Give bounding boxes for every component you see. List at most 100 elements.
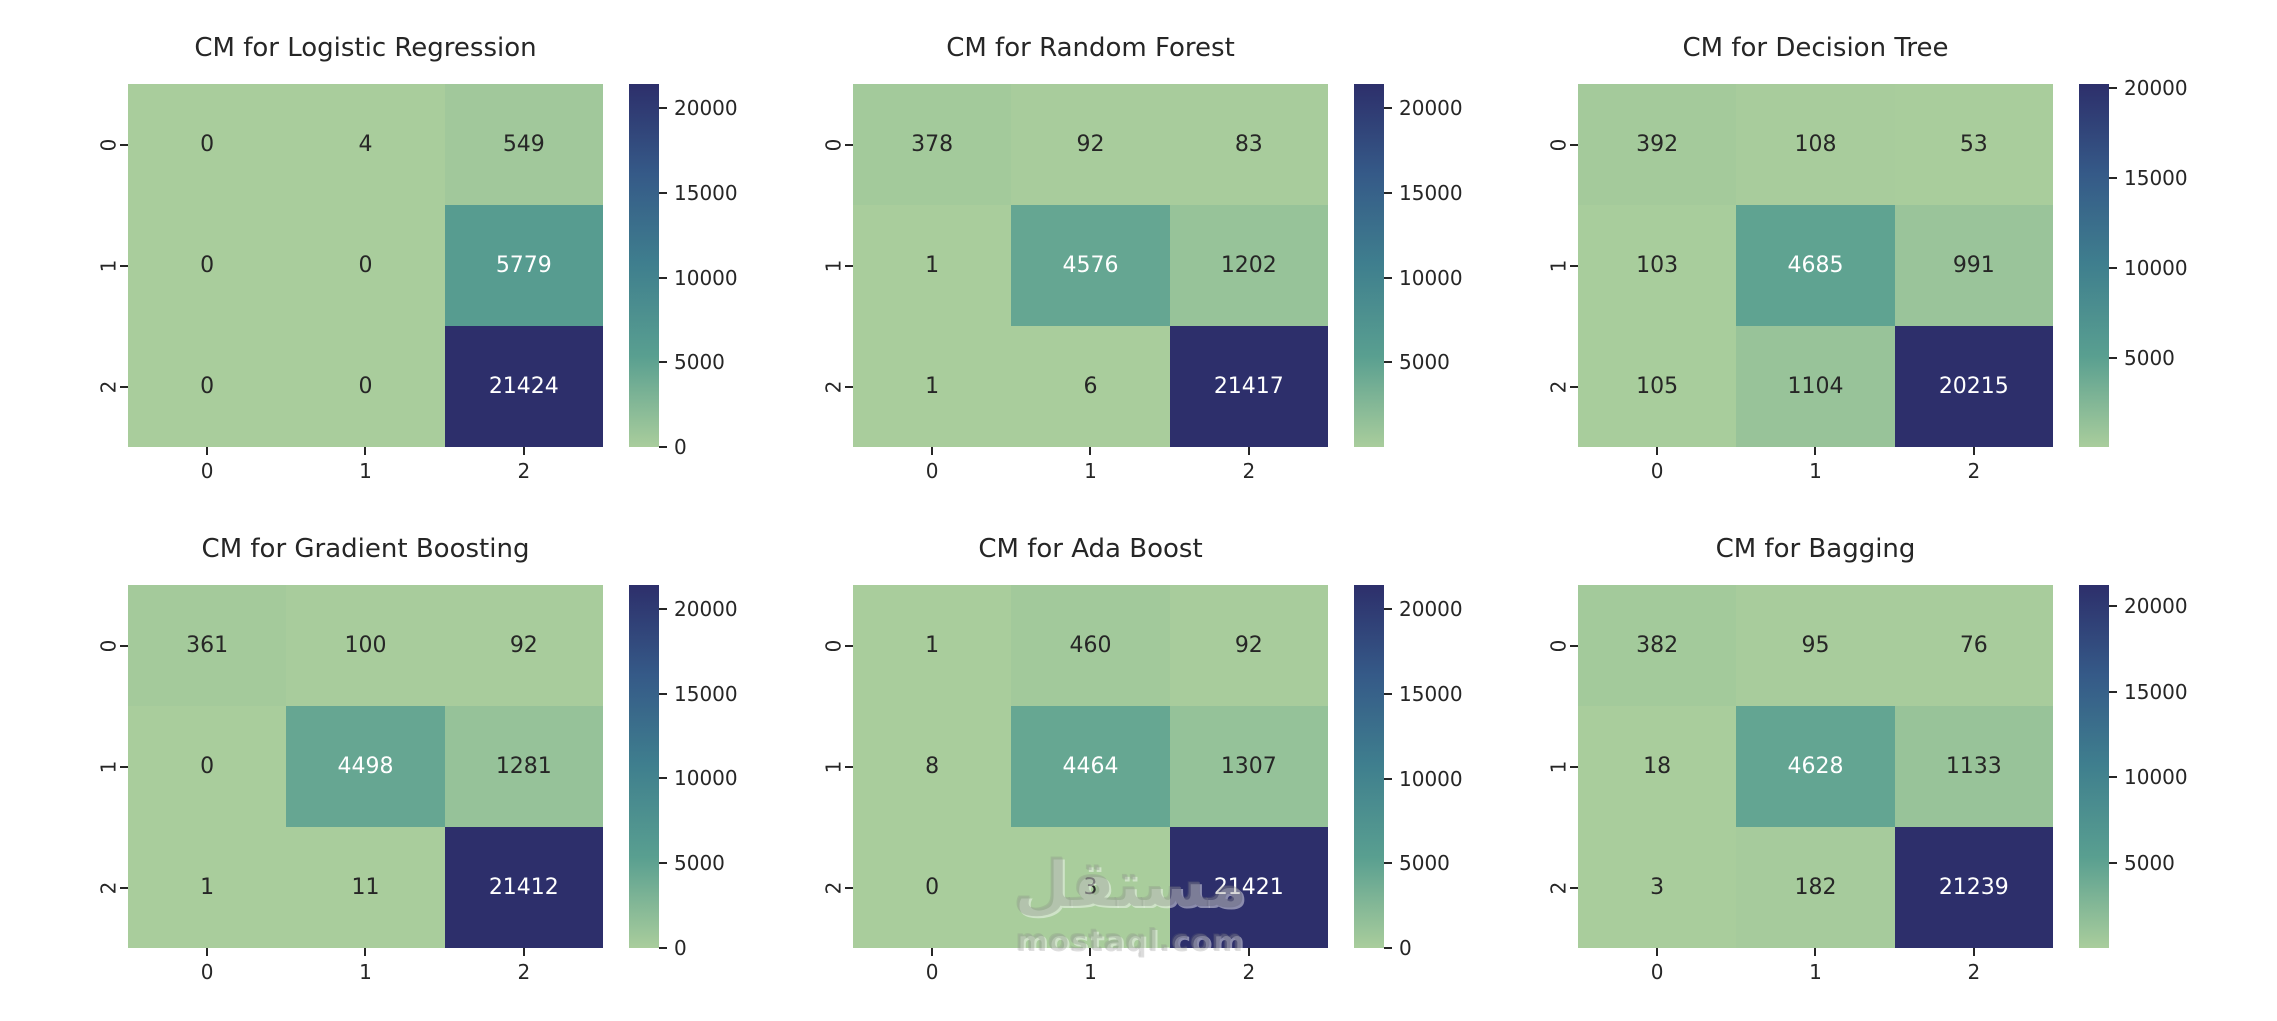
colorbar-gradient (629, 84, 659, 447)
colorbar-tick-label: 5000 (674, 851, 725, 876)
colorbar-tick: 15000 (2109, 166, 2188, 190)
colorbar-tick-label: 20000 (674, 596, 738, 621)
x-tick: 2 (1170, 447, 1328, 483)
y-tick-label: 2 (821, 380, 846, 393)
colorbar-tick: 15000 (659, 682, 738, 706)
y-tick-mark (1570, 385, 1578, 388)
heatmap-cell: 4576 (1011, 205, 1170, 326)
x-tick-label: 2 (517, 960, 531, 984)
y-tick-label: 2 (96, 380, 121, 393)
colorbar-tick-label: 5000 (674, 350, 725, 375)
colorbar-tick: 5000 (659, 851, 725, 875)
heatmap-cell: 4 (286, 84, 445, 205)
x-tick: 0 (853, 447, 1011, 483)
colorbar-tick-label: 5000 (2124, 850, 2175, 875)
y-tick-label: 1 (821, 760, 846, 773)
y-tick-mark (1570, 765, 1578, 768)
x-tick-mark (364, 948, 367, 956)
colorbar-tick-label: 15000 (2124, 679, 2188, 704)
x-tick-label: 0 (925, 459, 939, 483)
y-tick: 0 (809, 585, 853, 706)
colorbar-tick: 10000 (1384, 767, 1463, 791)
heatmap-cell: 6 (1011, 326, 1170, 447)
colorbar-tick: 15000 (1384, 682, 1463, 706)
heatmap-cell: 95 (1736, 585, 1895, 706)
subplot-title: CM for Gradient Boosting (201, 534, 530, 564)
x-tick-label: 0 (1650, 960, 1664, 984)
x-tick-label: 1 (1809, 459, 1822, 483)
colorbar-tick-mark (1384, 608, 1392, 611)
colorbar-tick-mark (659, 777, 667, 780)
heatmap: 361 100 92 0 4498 1281 1 11 21412 (128, 585, 603, 948)
y-tick: 2 (1534, 827, 1578, 948)
heatmap-cell: 83 (1169, 84, 1328, 205)
colorbar-tick-label: 5000 (1399, 851, 1450, 876)
heatmap: 1 460 92 8 4464 1307 0 3 21421 (853, 585, 1328, 948)
colorbar-tick: 20000 (659, 96, 738, 120)
subplot-title: CM for Decision Tree (1682, 33, 1949, 63)
colorbar-tick-label: 15000 (1399, 681, 1463, 706)
x-tick-mark (1247, 447, 1250, 455)
y-tick-label: 1 (96, 760, 121, 773)
x-tick-label: 2 (1242, 960, 1256, 984)
heatmap-cell: 3 (1011, 827, 1170, 948)
colorbar-tick-mark (2109, 266, 2117, 269)
y-tick-mark (1570, 644, 1578, 647)
y-tick: 0 (1534, 84, 1578, 205)
colorbar-tick-mark (659, 191, 667, 194)
axis-corner-spacer (84, 447, 128, 483)
heatmap-cell: 21417 (1169, 326, 1328, 447)
y-tick-mark (120, 143, 128, 146)
y-tick-mark (1570, 264, 1578, 267)
colorbar-tick-label: 20000 (1399, 96, 1463, 121)
colorbar: 0 5000 10000 15000 20000 (629, 84, 738, 459)
x-tick-label: 2 (1967, 459, 1981, 483)
colorbar: 0 5000 10000 15000 20000 (1354, 585, 1463, 960)
subplot-title: CM for Random Forest (946, 33, 1235, 63)
x-tick: 0 (128, 948, 286, 984)
heatmap-cell: 20215 (1894, 326, 2053, 447)
x-tick-label: 2 (517, 459, 531, 483)
colorbar-tick-mark (2109, 690, 2117, 693)
colorbar-tick-mark (659, 446, 667, 448)
colorbar-tick-mark (659, 947, 667, 949)
x-tick-label: 0 (1650, 459, 1664, 483)
y-tick: 1 (809, 706, 853, 827)
heatmap-cell: 3 (1578, 827, 1737, 948)
y-tick: 0 (84, 84, 128, 205)
heatmap-cell: 1 (128, 827, 287, 948)
axis-corner-spacer (1534, 948, 1578, 984)
y-tick-label: 0 (96, 138, 121, 151)
confusion-matrix-subplot: CM for Decision Tree 0 1 2 392 108 53 103 4685… (1534, 30, 2259, 483)
confusion-matrix-subplot: CM for Bagging 0 1 2 382 95 76 18 4628 1133 3 182… (1534, 531, 2259, 984)
colorbar-tick-mark (2109, 605, 2117, 608)
y-tick: 0 (84, 585, 128, 706)
x-axis-tick-labels: 0 1 2 (1578, 948, 2053, 984)
heatmap-cell: 76 (1894, 585, 2053, 706)
heatmap-cell: 549 (444, 84, 603, 205)
y-tick-label: 0 (1546, 138, 1571, 151)
y-tick-mark (1570, 143, 1578, 146)
heatmap-cell: 382 (1578, 585, 1737, 706)
y-tick: 0 (809, 84, 853, 205)
colorbar-tick-mark (1384, 191, 1392, 194)
subplot-title: CM for Bagging (1715, 534, 1916, 564)
colorbar-tick-mark (1384, 777, 1392, 780)
heatmap-cell: 1202 (1169, 205, 1328, 326)
heatmap: 392 108 53 103 4685 991 105 1104 20215 (1578, 84, 2053, 447)
x-tick: 1 (286, 447, 444, 483)
x-tick: 0 (128, 447, 286, 483)
y-tick: 2 (809, 326, 853, 447)
x-tick-mark (206, 447, 209, 455)
x-tick-mark (522, 447, 525, 455)
heatmap-cell: 108 (1736, 84, 1895, 205)
colorbar-gradient (2079, 585, 2109, 948)
x-tick-mark (931, 948, 934, 956)
heatmap-cell: 1281 (444, 706, 603, 827)
heatmap-cell: 0 (128, 84, 287, 205)
heatmap-cell: 103 (1578, 205, 1737, 326)
x-tick-mark (931, 447, 934, 455)
